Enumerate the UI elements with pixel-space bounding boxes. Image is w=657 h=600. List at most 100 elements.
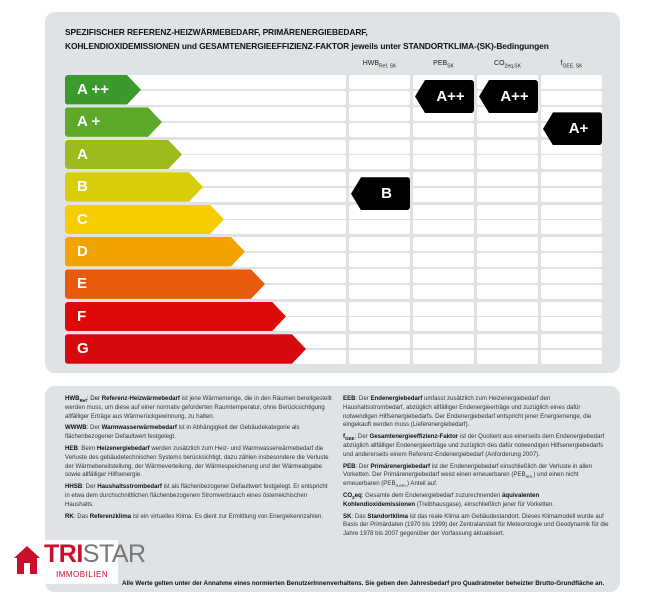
legend-hwb: HWBRef: Der Referenz-Heizwärmebedarf ist…: [65, 395, 332, 420]
grid-cell: [477, 155, 538, 170]
rating-bar-label: B: [77, 178, 88, 196]
rating-marker: B: [351, 177, 410, 211]
grid-cell: [349, 237, 410, 251]
legend-peb: PEB: Der Primärenergiebedarf ist der End…: [343, 462, 592, 489]
column-header: PEBSK: [413, 60, 474, 69]
rating-bar-label: D: [77, 243, 88, 260]
rating-marker-label: B: [381, 185, 392, 203]
grid-cell: [413, 187, 474, 202]
grid-cell: [541, 237, 602, 251]
grid-cell: [349, 349, 410, 364]
grid-cell: [349, 269, 410, 284]
grid-cell: [477, 317, 538, 332]
logo-name: TRISTAR: [44, 540, 146, 568]
grid-cell: [541, 301, 602, 316]
grid-cell: [349, 284, 410, 299]
rating-bar-C: C: [65, 204, 224, 235]
grid-cell: [477, 237, 538, 251]
grid-cell: [349, 220, 410, 235]
rating-bar-G: G: [65, 334, 306, 364]
legend-eeb: EEB: Der Endenergiebedarf umfasst zusätz…: [343, 395, 592, 429]
rating-marker: A+: [543, 112, 602, 146]
grid-cell: [477, 334, 538, 349]
grid-cell: [477, 139, 538, 154]
grid-cell: [413, 317, 474, 332]
house-icon: [14, 546, 40, 574]
grid-cell: [349, 90, 410, 105]
grid-cell: [349, 75, 410, 89]
rating-marker: A++: [479, 80, 538, 113]
grid-cell: [541, 155, 602, 170]
rating-marker-label: A++: [500, 88, 529, 105]
grid-cell: [413, 155, 474, 170]
grid-cell: [541, 75, 602, 89]
grid-cell: [477, 284, 538, 299]
legend-right-column: EEB: Der Endenergiebedarf umfasst zusätz…: [343, 395, 613, 542]
footer-note: Alle Werte gelten unter der Annahme eine…: [122, 580, 605, 587]
legend-hhsb: HHSB: Der Haushaltsstrombedarf ist als f…: [65, 483, 328, 508]
grid-cell: [477, 204, 538, 219]
grid-cell: [477, 349, 538, 364]
column-header-sub: GEE, SK: [562, 63, 583, 70]
grid-cell: [541, 284, 602, 299]
title-line-2: KOHLENDIOXIDEMISSIONEN und GESAMTENERGIE…: [65, 41, 549, 51]
grid-cell: [541, 187, 602, 202]
grid-cell: [477, 269, 538, 284]
rating-bar-label: F: [77, 307, 87, 325]
column-header: HWBRef, SK: [349, 60, 410, 69]
column-header: CO2eq,SK: [477, 60, 538, 69]
logo-subtitle: IMMOBILIEN: [56, 570, 109, 579]
column-header-sub: 2eq,SK: [504, 63, 521, 70]
grid-cell: [349, 155, 410, 170]
grid-cell: [413, 220, 474, 235]
column-header-sub: Ref, SK: [379, 63, 397, 70]
title-line-1: SPEZIFISCHER REFERENZ-HEIZWÄRMEBEDARF, P…: [65, 27, 368, 37]
rating-bar-label: A ++: [77, 81, 109, 98]
rating-bar-D: D: [65, 237, 245, 267]
grid-cell: [349, 252, 410, 267]
legend-rk: RK: Das Referenzklima ist ein virtuelles…: [65, 512, 324, 520]
column-header-label: HWB: [362, 60, 380, 67]
grid-cell: [349, 334, 410, 349]
rating-bar-label: A +: [77, 113, 101, 131]
column-header-label: CO: [494, 60, 505, 67]
grid-cell: [413, 139, 474, 154]
grid-cell: [477, 252, 538, 267]
grid-cell: [541, 252, 602, 267]
grid-cell: [413, 269, 474, 284]
rating-bar-label: C: [77, 210, 88, 228]
grid-cell: [541, 172, 602, 187]
grid-cell: [477, 220, 538, 235]
grid-cell: [541, 349, 602, 364]
grid-cell: [541, 220, 602, 235]
grid-cell: [541, 317, 602, 332]
grid-cell: [541, 269, 602, 284]
grid-cell: [413, 204, 474, 219]
rating-bar-label: A: [77, 145, 88, 163]
legend-fgee: fGEE: Der Gesamtenergieeffizienz-Faktor …: [343, 433, 605, 458]
grid-cell: [413, 122, 474, 137]
grid-cell: [349, 301, 410, 316]
grid-cell: [413, 334, 474, 349]
column-header: fGEE, SK: [541, 60, 602, 69]
grid-cell: [349, 122, 410, 137]
rating-bar-E: E: [65, 269, 265, 299]
grid-cell: [477, 301, 538, 316]
grid-cell: [413, 349, 474, 364]
legend-wwwb: WWWB: Der Warmwasserwärmebedarf ist in A…: [65, 424, 300, 441]
legend-sk: SK: Das Standortklima ist das reale Klim…: [343, 512, 609, 538]
legend-heb: HEB: Beim Heizenergiebedarf werden zusät…: [65, 444, 329, 479]
rating-bar-B: B: [65, 172, 203, 202]
grid-cell: [413, 252, 474, 267]
grid-cell: [477, 122, 538, 137]
rating-bar-label: E: [77, 275, 88, 293]
grid-cell: [541, 90, 602, 105]
tristar-logo: TRISTAR IMMOBILIEN: [8, 540, 146, 584]
rating-marker-label: A++: [436, 88, 465, 105]
grid-cell: [413, 237, 474, 251]
grid-cell: [349, 139, 410, 154]
rating-marker: A++: [415, 80, 474, 113]
chart-title: SPEZIFISCHER REFERENZ-HEIZWÄRMEBEDARF, P…: [65, 25, 549, 53]
column-header-sub: SK: [447, 63, 454, 70]
rating-bar-label: G: [77, 340, 89, 358]
